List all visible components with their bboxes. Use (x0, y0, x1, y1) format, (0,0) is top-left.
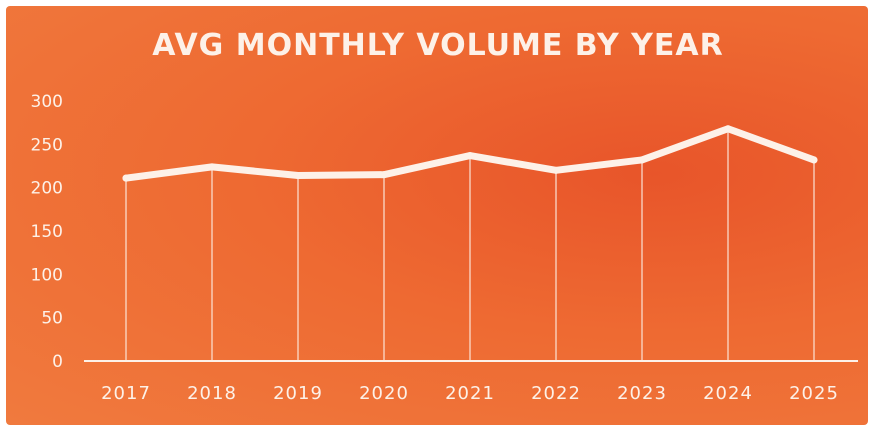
x-tick-label: 2018 (187, 383, 237, 404)
data-point (638, 156, 646, 164)
data-point (294, 172, 302, 180)
data-point (724, 125, 732, 133)
data-point (122, 174, 130, 182)
y-tick-label: 100 (31, 265, 63, 285)
data-point (208, 163, 216, 171)
x-tick-label: 2017 (101, 383, 151, 404)
y-tick-label: 200 (31, 179, 63, 199)
y-tick-label: 300 (31, 92, 63, 112)
x-tick-label: 2020 (359, 383, 409, 404)
y-axis: 0 50 100 150 200 250 300 (31, 92, 63, 372)
y-tick-label: 150 (31, 222, 63, 242)
chart-card (6, 6, 868, 425)
x-tick-label: 2021 (445, 383, 495, 404)
series-group (122, 125, 818, 182)
x-tick-label: 2024 (703, 383, 753, 404)
x-tick-label: 2019 (273, 383, 323, 404)
data-point (552, 166, 560, 174)
data-point (466, 152, 474, 160)
y-tick-label: 250 (31, 135, 63, 155)
x-axis: 2017 2018 2019 2020 2021 2022 2023 2024 2025 (101, 383, 839, 404)
y-tick-label: 50 (41, 309, 63, 329)
drop-lines (125, 128, 815, 361)
x-tick-label: 2022 (531, 383, 581, 404)
chart-title: AVG MONTHLY VOLUME BY YEAR (152, 28, 724, 63)
data-point (380, 171, 388, 179)
data-point (810, 156, 818, 164)
y-tick-label: 0 (52, 352, 63, 372)
x-tick-label: 2025 (789, 383, 839, 404)
x-tick-label: 2023 (617, 383, 667, 404)
